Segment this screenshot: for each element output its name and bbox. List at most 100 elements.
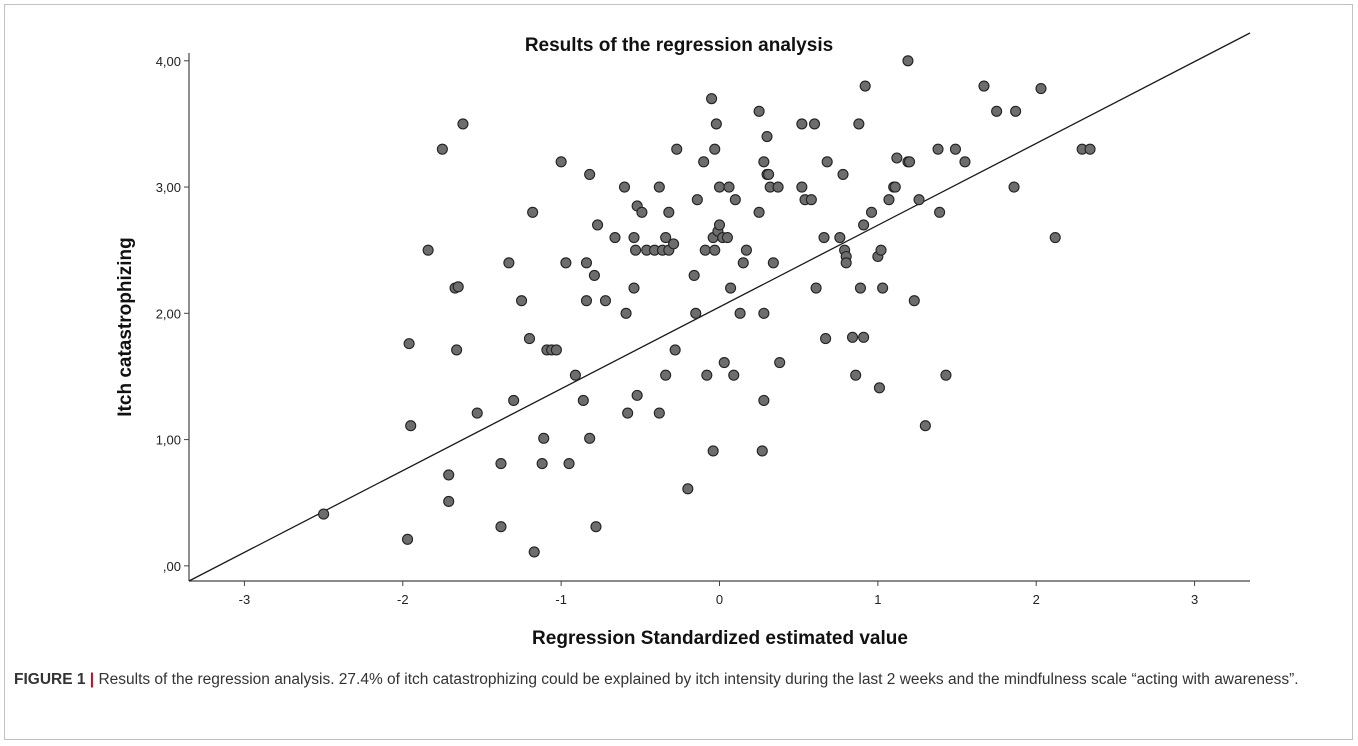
scatter-point bbox=[618, 181, 631, 193]
x-axis-label: Regression Standardized estimated value bbox=[532, 628, 908, 649]
scatter-point bbox=[709, 143, 721, 155]
scatter-point bbox=[671, 143, 683, 155]
scatter-point bbox=[850, 369, 862, 381]
scatter-point bbox=[663, 206, 675, 218]
scatter-point bbox=[761, 130, 773, 143]
scatter-point bbox=[805, 194, 817, 206]
scatter-point bbox=[660, 232, 672, 244]
scatter-point bbox=[628, 282, 640, 294]
scatter-point bbox=[698, 156, 710, 168]
scatter-point bbox=[636, 206, 648, 218]
scatter-point bbox=[707, 445, 719, 457]
scatter-point bbox=[718, 357, 730, 369]
scatter-point bbox=[668, 238, 680, 250]
scatter-point bbox=[734, 307, 746, 319]
scatter-point bbox=[495, 521, 507, 533]
scatter-point bbox=[631, 389, 643, 401]
x-tick-label: 0 bbox=[716, 592, 723, 607]
scatter-point bbox=[401, 533, 414, 545]
scatter-point bbox=[713, 181, 726, 193]
scatter-point bbox=[508, 394, 520, 406]
data-points bbox=[318, 55, 1096, 558]
scatter-point bbox=[710, 118, 722, 130]
caption-separator: | bbox=[85, 671, 99, 688]
y-tick-label: 1,00 bbox=[156, 433, 181, 448]
scatter-point bbox=[858, 219, 870, 231]
scatter-point bbox=[706, 93, 718, 105]
scatter-point bbox=[934, 206, 946, 218]
scatter-point bbox=[1084, 143, 1096, 155]
scatter-point bbox=[452, 281, 464, 293]
scatter-point bbox=[978, 80, 990, 92]
x-tick-label: 1 bbox=[874, 592, 881, 607]
scatter-point bbox=[728, 369, 740, 381]
scatter-point bbox=[690, 307, 702, 319]
scatter-point bbox=[584, 168, 596, 180]
scatter-point bbox=[854, 282, 866, 294]
scatter-point bbox=[653, 407, 665, 419]
scatter-point bbox=[820, 333, 832, 345]
scatter-point bbox=[630, 244, 642, 256]
scatter-point bbox=[709, 244, 721, 256]
scatter-point bbox=[669, 344, 681, 356]
scatter-point bbox=[701, 369, 713, 381]
scatter-point bbox=[858, 331, 870, 343]
scatter-point bbox=[536, 458, 548, 470]
scatter-point bbox=[1010, 105, 1022, 117]
scatter-point bbox=[903, 156, 916, 168]
scatter-point bbox=[471, 407, 483, 419]
scatter-point bbox=[495, 458, 507, 470]
scatter-point bbox=[622, 407, 634, 419]
scatter-point bbox=[959, 156, 971, 168]
scatter-point bbox=[538, 432, 550, 444]
scatter-point bbox=[569, 369, 581, 381]
scatter-point bbox=[758, 156, 770, 168]
scatter-point bbox=[756, 445, 768, 457]
scatter-point bbox=[691, 194, 703, 206]
scatter-point bbox=[457, 118, 469, 130]
figure-frame bbox=[4, 4, 1353, 740]
scatter-point bbox=[853, 118, 865, 130]
scatter-point bbox=[902, 55, 914, 67]
scatter-point bbox=[767, 257, 779, 269]
scatter-point bbox=[620, 307, 632, 319]
scatter-point bbox=[725, 282, 737, 294]
scatter-point bbox=[877, 282, 889, 294]
scatter-chart: Results of the regression analysis Itch … bbox=[115, 32, 1251, 649]
scatter-point bbox=[740, 244, 752, 256]
scatter-point bbox=[580, 295, 593, 307]
scatter-point bbox=[875, 244, 887, 256]
scatter-point bbox=[753, 105, 765, 117]
regression-line bbox=[188, 32, 1251, 582]
scatter-point bbox=[808, 118, 821, 130]
scatter-point bbox=[810, 282, 822, 294]
scatter-point bbox=[865, 206, 878, 218]
scatter-point bbox=[796, 181, 808, 193]
caption-text: Results of the regression analysis. 27.4… bbox=[98, 671, 1299, 688]
scatter-point bbox=[1049, 232, 1061, 244]
scatter-point bbox=[443, 469, 455, 481]
scatter-point bbox=[682, 483, 694, 495]
scatter-point bbox=[660, 369, 672, 381]
scatter-point bbox=[451, 344, 463, 356]
axes: -3 -2 -1 0 1 2 3,001,002,003,004,00 bbox=[156, 53, 1250, 607]
scatter-point bbox=[592, 219, 604, 231]
x-tick-label: 2 bbox=[1033, 592, 1040, 607]
scatter-point bbox=[1035, 83, 1047, 95]
scatter-point bbox=[503, 257, 515, 269]
scatter-point bbox=[588, 269, 600, 281]
scatter-point bbox=[560, 257, 572, 269]
caption-figure-number: FIGURE 1 bbox=[14, 671, 86, 688]
scatter-point bbox=[837, 168, 849, 180]
y-tick-label: 3,00 bbox=[156, 180, 181, 195]
scatter-point bbox=[772, 181, 784, 193]
scatter-point bbox=[913, 194, 925, 206]
figure-caption: FIGURE 1 | Results of the regression ana… bbox=[14, 668, 1339, 691]
scatter-point bbox=[758, 394, 770, 406]
scatter-point bbox=[723, 181, 735, 193]
scatter-point bbox=[516, 295, 528, 307]
scatter-point bbox=[405, 420, 417, 432]
scatter-point bbox=[563, 458, 575, 470]
scatter-point bbox=[436, 143, 448, 155]
regression-line-layer bbox=[188, 32, 1251, 582]
